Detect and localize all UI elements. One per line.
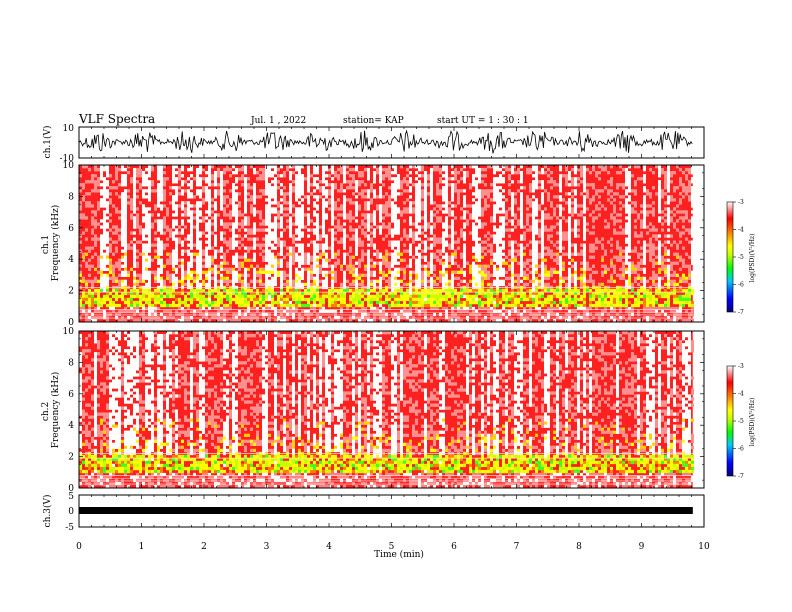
ch1-ytick-top: 10 [63,124,75,134]
ch1-colorbar-tick: -6 [738,282,744,289]
x-tick-label: 9 [639,542,645,552]
ch3-waveform-panel: 5 0 -5 ch.3(V) [42,492,705,533]
ch2-colorbar-tick: -4 [738,391,744,398]
ch1-ytick: 2 [68,287,74,297]
x-tick-label: 5 [389,542,395,552]
ch3-waveform-ylabel: ch.3(V) [42,495,53,528]
ch1-colorbar-label: log(PSD)(V²/Hz) [749,234,756,283]
ch2-ytick: 8 [68,358,74,368]
ch2-ytick: 6 [68,390,74,400]
ch3-waveform-line [79,507,693,514]
ch1-colorbar-tick: -3 [738,199,744,206]
ch1-spectrogram-image [79,165,694,323]
ch1-colorbar-tick: -5 [738,254,744,261]
ch1-ytick: 6 [68,224,74,234]
date-label: Jul. 1 , 2022 [250,116,306,126]
x-tick-label: 3 [264,542,270,552]
x-tick-label: 7 [514,542,520,552]
ch2-ytick: 4 [68,421,74,431]
ch3-ytick-top: 5 [68,492,74,502]
ch1-ytick: 8 [68,192,74,202]
start-time-label: start UT = 1 : 30 : 1 [437,116,529,126]
ch1-ytick: 0 [68,318,74,328]
ch2-ytick: 2 [68,453,74,463]
x-tick-label: 6 [451,542,457,552]
x-tick-label: 1 [139,542,145,552]
ch1-spectrogram-panel: 0 2 4 6 8 10 ch.1 Frequency (kHz) -3 -4 -5 -6 -7 … [41,161,756,328]
ch1-ytick: 4 [68,255,74,265]
x-tick-label: 8 [576,542,582,552]
station-label: station= KAP [343,116,404,126]
ch1-colorbar-tick: -4 [738,227,744,234]
ch3-ytick-bottom: -5 [65,523,74,533]
ch1-colorbar-tick: -7 [738,309,744,316]
ch1-waveform-ylabel: ch.1(V) [42,126,53,159]
ch3-ytick-mid: 0 [68,507,74,517]
chart-title: VLF Spectra [78,112,155,126]
ch1-waveform-line [78,129,693,154]
x-tick-label: 0 [76,542,82,552]
ch2-colorbar-label: log(PSD)(V²/Hz) [749,398,756,447]
ch2-spectrogram-image [79,331,694,489]
ch1-ytick-bottom: -10 [60,154,75,164]
ch1-spectrogram-ylabel: ch.1 Frequency (kHz) [41,205,61,282]
ch1-ytick: 10 [63,161,75,171]
x-tick-label: 4 [326,542,332,552]
ch2-colorbar-tick: -6 [738,446,744,453]
ch2-spectrogram-ylabel: ch.2 Frequency (kHz) [41,372,61,449]
x-tick-label: 10 [698,542,710,552]
ch2-colorbar-tick: -5 [738,418,744,425]
x-axis-label: Time (min) [374,549,424,560]
ch2-colorbar-tick: -7 [738,473,744,480]
ch2-colorbar-tick: -3 [738,363,744,370]
ch2-spectrogram-panel: 0 2 4 6 8 10 ch.2 Frequency (kHz) -3 -4 -5 -6 -7 … [41,327,756,494]
ch2-ytick: 0 [68,484,74,494]
x-tick-label: 2 [201,542,207,552]
ch1-colorbar: -3 -4 -5 -6 -7 log(PSD)(V²/Hz) [726,199,756,316]
ch2-ytick: 10 [63,327,75,337]
ch2-colorbar: -3 -4 -5 -6 -7 log(PSD)(V²/Hz) [726,363,756,480]
